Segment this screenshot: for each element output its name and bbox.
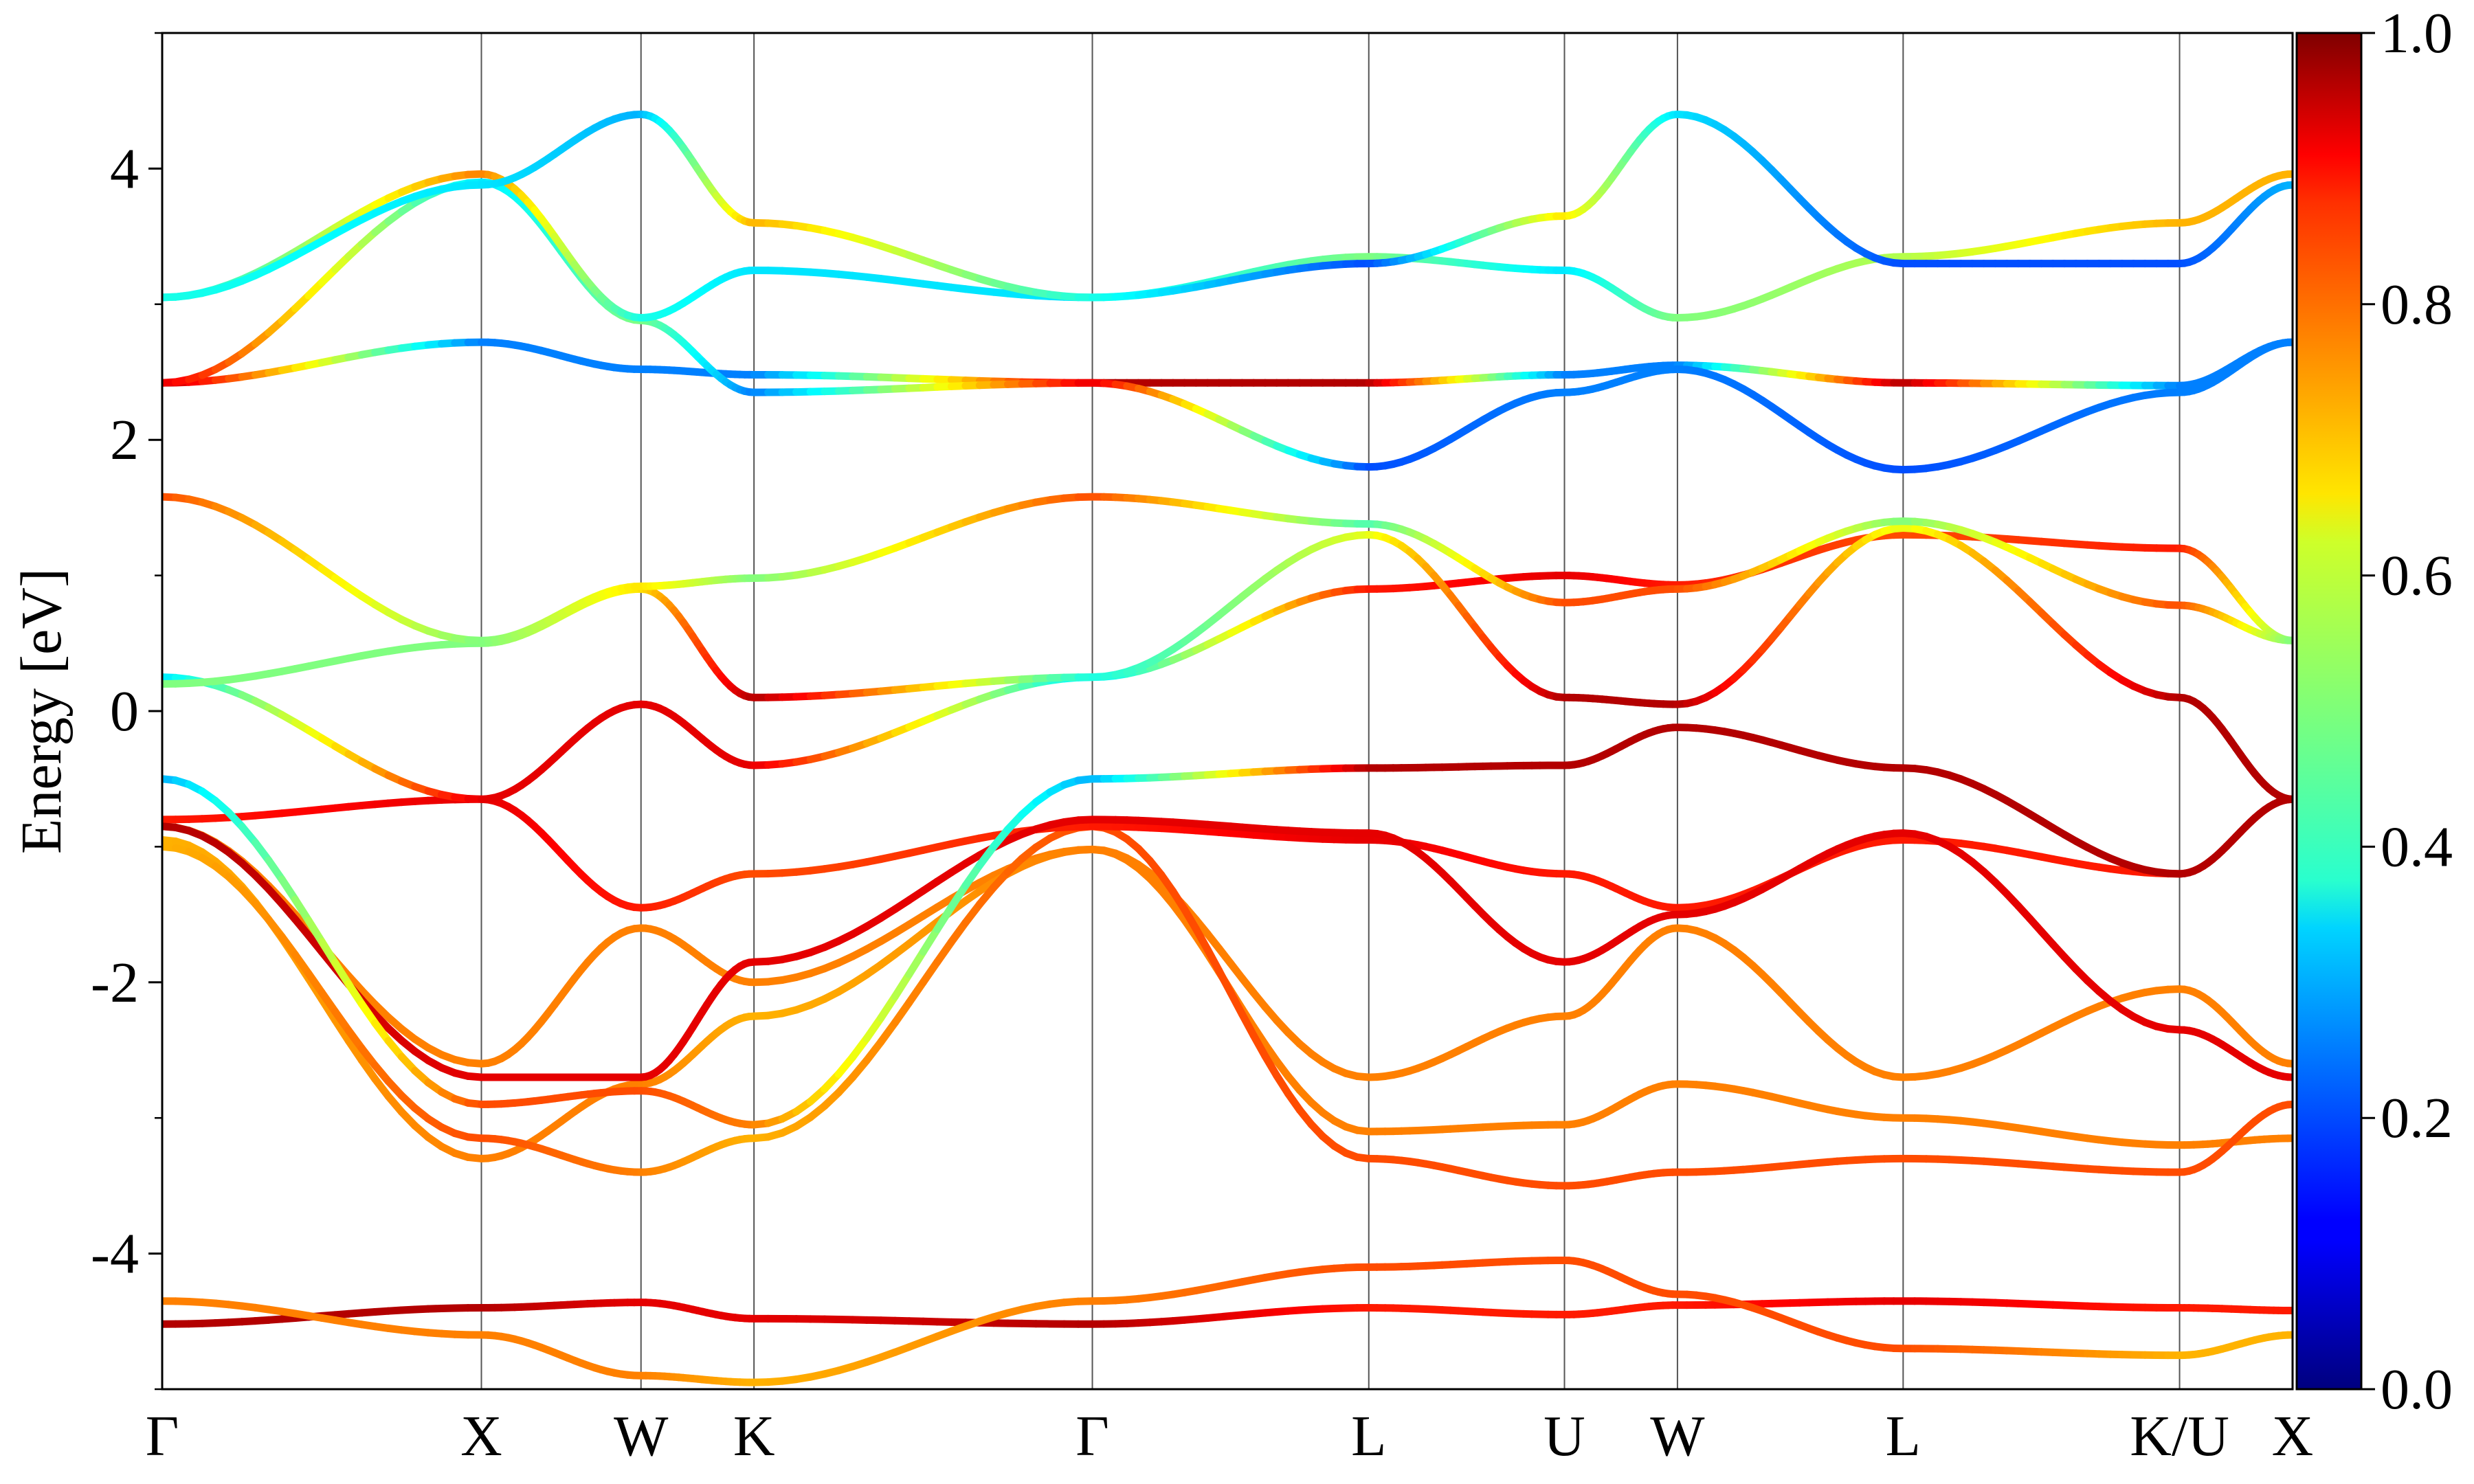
band-segment <box>317 989 339 1015</box>
y-tick-label: 2 <box>110 408 139 472</box>
band-segment <box>1203 945 1223 975</box>
band-segment <box>905 978 927 1007</box>
band-segment <box>344 980 366 1008</box>
x-tick-label: K/U <box>2130 1404 2229 1468</box>
band-segment <box>357 1000 379 1027</box>
band-segment <box>975 842 998 870</box>
band-segment <box>891 970 913 1001</box>
band-segment <box>304 917 326 946</box>
band-segment <box>919 925 941 956</box>
band-segment <box>317 938 339 967</box>
x-tick-label: W <box>614 1404 669 1468</box>
colorbar-frame <box>2295 32 2363 1391</box>
y-tick-label: 4 <box>110 137 139 201</box>
band-line <box>162 170 2293 322</box>
band-segment <box>304 969 326 997</box>
band-segment <box>1192 925 1212 954</box>
colorbar-tick-label: 1.0 <box>2381 1 2453 65</box>
band-segment <box>877 1019 899 1046</box>
band-segment <box>862 1038 885 1064</box>
band-segment <box>1227 989 1246 1018</box>
band-segment <box>891 998 913 1027</box>
band-segment <box>331 1016 353 1045</box>
x-axis-ticks: Γ X W K Γ L U W L K/U X <box>146 1404 2314 1468</box>
high-symmetry-gridlines <box>480 33 2181 1389</box>
band-segment <box>317 995 339 1024</box>
band-lines <box>162 110 2293 1386</box>
x-tick-label: X <box>460 1404 502 1468</box>
band-segment <box>961 900 983 927</box>
x-tick-label: Γ <box>146 1404 179 1468</box>
band-line <box>162 110 2293 302</box>
y-tick-label: -2 <box>91 951 139 1015</box>
band-segment <box>947 919 970 946</box>
x-tick-label: Γ <box>1076 1404 1109 1468</box>
band-segment <box>331 958 353 988</box>
band-segment <box>961 862 983 890</box>
colorbar-tick-label: 0.8 <box>2381 273 2453 337</box>
band-segment <box>291 951 313 978</box>
band-segment <box>849 1034 871 1061</box>
band-segment <box>265 856 286 884</box>
colorbar: 1.0 0.8 0.6 0.4 0.2 0.0 <box>2295 1 2453 1421</box>
colorbar-tick-label: 0.6 <box>2381 544 2453 608</box>
band-segment <box>357 1056 379 1083</box>
band-line <box>162 723 2293 1129</box>
band-line <box>162 1256 2293 1386</box>
x-tick-label: W <box>1650 1404 1705 1468</box>
band-segment <box>862 1014 885 1042</box>
band-segment <box>278 875 300 903</box>
x-tick-label: X <box>2272 1404 2314 1468</box>
y-tick-label: -4 <box>91 1222 139 1286</box>
band-segment <box>933 903 955 934</box>
band-segment <box>291 895 313 925</box>
colorbar-ticks: 1.0 0.8 0.6 0.4 0.2 0.0 <box>2361 1 2453 1421</box>
colorbar-gradient <box>2297 33 2361 1389</box>
band-segment <box>947 881 970 911</box>
band-segment <box>933 938 955 966</box>
band-line <box>162 338 2293 390</box>
band-segment <box>1249 1031 1269 1060</box>
band-segment <box>344 1037 366 1064</box>
x-tick-label: U <box>1544 1404 1585 1468</box>
plot-area: 420-2-4 Γ X W K Γ L U W L K/U X <box>91 32 2314 1468</box>
x-tick-label: L <box>1886 1404 1921 1468</box>
band-segment <box>905 947 927 978</box>
band-line <box>162 816 2293 1081</box>
colorbar-tick-label: 0.4 <box>2381 815 2453 879</box>
x-tick-label: L <box>1351 1404 1386 1468</box>
band-segment <box>1238 1010 1258 1039</box>
colorbar-tick-label: 0.2 <box>2381 1086 2453 1150</box>
y-tick-label: 0 <box>110 679 139 743</box>
x-tick-label: K <box>733 1404 775 1468</box>
band-segment <box>877 993 899 1022</box>
band-segment <box>919 958 941 987</box>
y-axis-ticks: 4 2 0 -2 -4 <box>91 32 162 1391</box>
y-axis-label: Energy [eV] <box>10 568 74 854</box>
band-segment <box>331 1007 353 1035</box>
colorbar-tick-label: 0.0 <box>2381 1358 2453 1421</box>
band-segment <box>1215 967 1235 997</box>
band-line <box>162 1297 2293 1328</box>
band-line <box>162 493 2293 644</box>
band-line <box>162 822 2293 1190</box>
